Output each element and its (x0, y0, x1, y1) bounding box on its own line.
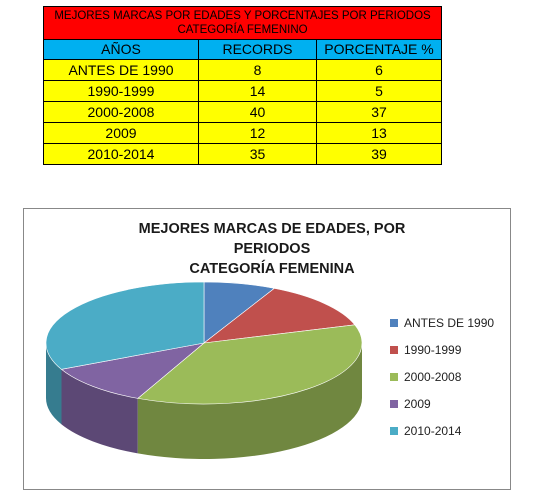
legend-item: 2000-2008 (390, 363, 494, 390)
pie-chart (45, 281, 363, 459)
legend-label: 1990-1999 (404, 342, 462, 357)
cell-percentage: 5 (315, 80, 443, 102)
header-records: RECORDS (198, 39, 317, 60)
cell-period: 2000-2008 (43, 101, 199, 123)
legend-item: 2009 (390, 390, 494, 417)
chart-legend: ANTES DE 1990 1990-1999 2000-2008 2009 2010-… (390, 309, 494, 444)
pie-side-2009 (61, 369, 138, 454)
table-header-row: AÑOS RECORDS PORCENTAJE % (43, 39, 443, 60)
legend-swatch (390, 426, 398, 435)
header-years: AÑOS (43, 39, 199, 60)
table-title: MEJORES MARCAS POR EDADES Y PORCENTAJES … (42, 6, 443, 40)
legend-swatch (390, 372, 398, 381)
legend-label: 2010-2014 (404, 423, 462, 438)
cell-period: 2010-2014 (43, 143, 199, 165)
cell-period: ANTES DE 1990 (43, 59, 199, 81)
pie-slice-2010-2014 (45, 281, 205, 370)
cell-percentage: 37 (315, 101, 443, 123)
table-row: 1990-1999 14 5 (43, 80, 443, 102)
cell-percentage: 39 (315, 143, 443, 165)
legend-swatch (390, 318, 398, 327)
cell-records: 12 (198, 122, 317, 144)
cell-records: 35 (198, 143, 317, 165)
legend-label: 2009 (404, 396, 431, 411)
cell-records: 14 (198, 80, 317, 102)
pie-side-2010-2014 (46, 343, 62, 425)
cell-records: 40 (198, 101, 317, 123)
table-row: 2009 12 13 (43, 122, 443, 144)
legend-swatch (390, 345, 398, 354)
table-row: 2000-2008 40 37 (43, 101, 443, 123)
pie-side-2000-2008 (137, 343, 362, 459)
legend-swatch (390, 399, 398, 408)
records-table: MEJORES MARCAS POR EDADES Y PORCENTAJES … (42, 6, 443, 165)
cell-percentage: 6 (315, 59, 443, 81)
pie-chart-frame: MEJORES MARCAS DE EDADES, POR PERIODOS C… (23, 208, 511, 490)
legend-item: 1990-1999 (390, 336, 494, 363)
cell-percentage: 13 (315, 122, 443, 144)
table-row: ANTES DE 1990 8 6 (43, 59, 443, 81)
legend-item: 2010-2014 (390, 417, 494, 444)
chart-title: MEJORES MARCAS DE EDADES, POR PERIODOS C… (104, 219, 440, 279)
cell-period: 1990-1999 (43, 80, 199, 102)
pie-slice-2000-2008 (137, 324, 363, 405)
header-percentage: PORCENTAJE % (315, 39, 443, 60)
cell-records: 8 (198, 59, 317, 81)
cell-period: 2009 (43, 122, 199, 144)
pie-slice-2009 (60, 342, 206, 399)
chart-title-line2: CATEGORÍA FEMENINA (189, 261, 355, 277)
legend-item: ANTES DE 1990 (390, 309, 494, 336)
legend-label: 2000-2008 (404, 369, 462, 384)
chart-title-line1: MEJORES MARCAS DE EDADES, POR PERIODOS (138, 221, 406, 257)
legend-label: ANTES DE 1990 (404, 315, 495, 330)
table-row: 2010-2014 35 39 (43, 143, 443, 165)
